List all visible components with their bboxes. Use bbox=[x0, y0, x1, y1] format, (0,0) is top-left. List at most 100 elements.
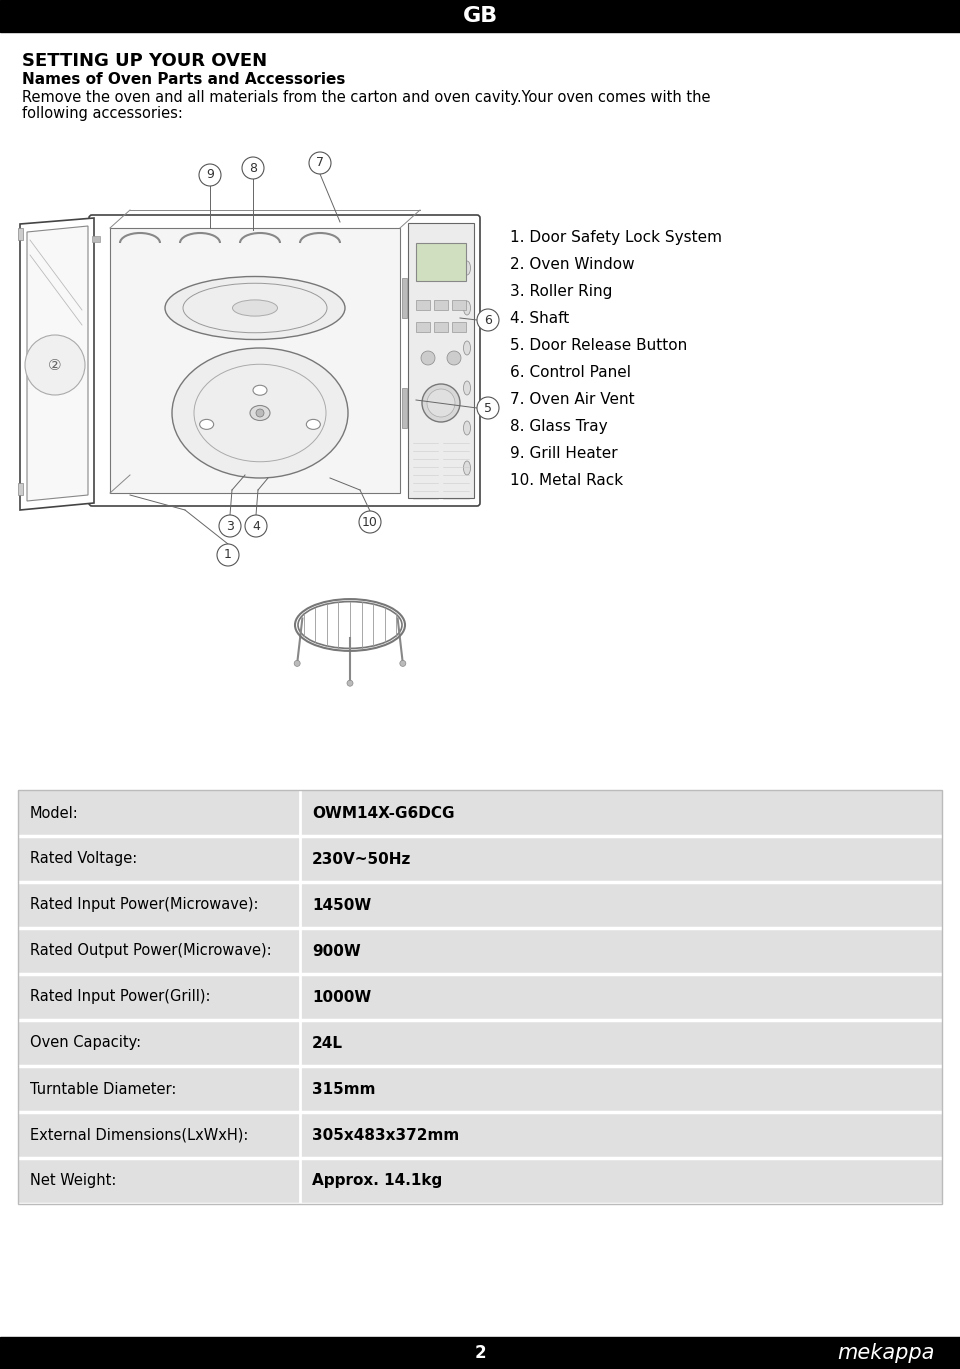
Circle shape bbox=[477, 309, 499, 331]
Circle shape bbox=[245, 515, 267, 537]
Bar bbox=[18, 790, 942, 836]
Bar bbox=[0, 0, 960, 31]
Polygon shape bbox=[20, 218, 94, 511]
Text: SETTING UP YOUR OVEN: SETTING UP YOUR OVEN bbox=[22, 52, 267, 70]
Text: 9: 9 bbox=[206, 168, 214, 182]
Circle shape bbox=[294, 660, 300, 667]
Polygon shape bbox=[27, 226, 88, 501]
Text: 5. Door Release Button: 5. Door Release Button bbox=[510, 338, 687, 353]
Text: Net Weight:: Net Weight: bbox=[30, 1173, 116, 1188]
Ellipse shape bbox=[250, 405, 270, 420]
Text: 315mm: 315mm bbox=[312, 1082, 375, 1097]
Text: 10. Metal Rack: 10. Metal Rack bbox=[510, 474, 623, 487]
Circle shape bbox=[359, 511, 381, 533]
Text: Rated Output Power(Microwave):: Rated Output Power(Microwave): bbox=[30, 943, 272, 958]
Ellipse shape bbox=[165, 277, 345, 340]
Bar bbox=[408, 223, 474, 498]
Circle shape bbox=[309, 152, 331, 174]
Circle shape bbox=[399, 660, 406, 667]
Ellipse shape bbox=[306, 419, 321, 430]
Circle shape bbox=[477, 397, 499, 419]
Bar bbox=[18, 790, 942, 1203]
Text: 6: 6 bbox=[484, 314, 492, 326]
Text: 10: 10 bbox=[362, 516, 378, 528]
Bar bbox=[18, 1020, 942, 1066]
Bar bbox=[416, 300, 430, 309]
Bar bbox=[402, 278, 407, 318]
Text: 305x483x372mm: 305x483x372mm bbox=[312, 1128, 459, 1143]
Bar bbox=[18, 1112, 942, 1158]
Text: 4: 4 bbox=[252, 519, 260, 533]
Ellipse shape bbox=[464, 261, 470, 275]
Text: 2. Oven Window: 2. Oven Window bbox=[510, 257, 635, 272]
Ellipse shape bbox=[464, 461, 470, 475]
Text: 24L: 24L bbox=[312, 1035, 343, 1050]
Text: 1000W: 1000W bbox=[312, 990, 372, 1005]
Text: Rated Input Power(Microwave):: Rated Input Power(Microwave): bbox=[30, 898, 258, 913]
Circle shape bbox=[447, 350, 461, 366]
Text: Rated Input Power(Grill):: Rated Input Power(Grill): bbox=[30, 990, 210, 1005]
Bar bbox=[18, 229, 23, 240]
Circle shape bbox=[242, 157, 264, 179]
Bar bbox=[452, 322, 466, 333]
Text: 3. Roller Ring: 3. Roller Ring bbox=[510, 283, 612, 298]
Circle shape bbox=[347, 680, 353, 686]
Text: External Dimensions(LxWxH):: External Dimensions(LxWxH): bbox=[30, 1128, 249, 1143]
Text: 7. Oven Air Vent: 7. Oven Air Vent bbox=[510, 392, 635, 407]
Ellipse shape bbox=[464, 341, 470, 355]
Text: 3: 3 bbox=[226, 519, 234, 533]
Bar bbox=[18, 882, 942, 928]
Bar bbox=[18, 836, 942, 882]
Text: 2: 2 bbox=[474, 1344, 486, 1362]
Circle shape bbox=[421, 350, 435, 366]
Text: 900W: 900W bbox=[312, 943, 361, 958]
Bar bbox=[92, 235, 100, 242]
Bar bbox=[0, 1338, 960, 1369]
Text: 8: 8 bbox=[249, 162, 257, 174]
Text: ②: ② bbox=[48, 357, 61, 372]
Circle shape bbox=[199, 164, 221, 186]
Text: 9. Grill Heater: 9. Grill Heater bbox=[510, 446, 617, 461]
Text: 1450W: 1450W bbox=[312, 898, 372, 913]
Bar bbox=[18, 1066, 942, 1112]
Circle shape bbox=[256, 409, 264, 418]
Circle shape bbox=[217, 543, 239, 565]
Bar bbox=[452, 300, 466, 309]
Bar bbox=[18, 1158, 942, 1203]
Text: 1: 1 bbox=[224, 549, 232, 561]
FancyBboxPatch shape bbox=[89, 215, 480, 507]
Ellipse shape bbox=[298, 601, 402, 649]
Bar bbox=[434, 322, 448, 333]
Text: 7: 7 bbox=[316, 156, 324, 170]
Ellipse shape bbox=[464, 301, 470, 315]
Text: Model:: Model: bbox=[30, 805, 79, 820]
Text: Remove the oven and all materials from the carton and oven cavity.Your oven come: Remove the oven and all materials from t… bbox=[22, 90, 710, 105]
Ellipse shape bbox=[464, 381, 470, 396]
Text: Approx. 14.1kg: Approx. 14.1kg bbox=[312, 1173, 442, 1188]
Bar bbox=[18, 973, 942, 1020]
Bar bbox=[402, 387, 407, 428]
Ellipse shape bbox=[172, 348, 348, 478]
Text: following accessories:: following accessories: bbox=[22, 105, 182, 120]
Bar bbox=[416, 322, 430, 333]
Text: 6. Control Panel: 6. Control Panel bbox=[510, 366, 631, 381]
Text: 1. Door Safety Lock System: 1. Door Safety Lock System bbox=[510, 230, 722, 245]
Bar bbox=[110, 229, 400, 493]
Bar bbox=[434, 300, 448, 309]
Text: 230V~50Hz: 230V~50Hz bbox=[312, 852, 411, 867]
Ellipse shape bbox=[422, 383, 460, 422]
Ellipse shape bbox=[232, 300, 277, 316]
Bar bbox=[416, 244, 466, 281]
Bar bbox=[18, 928, 942, 973]
Text: Names of Oven Parts and Accessories: Names of Oven Parts and Accessories bbox=[22, 73, 346, 88]
Text: OWM14X-G6DCG: OWM14X-G6DCG bbox=[312, 805, 454, 820]
Circle shape bbox=[25, 335, 85, 396]
Text: 5: 5 bbox=[484, 401, 492, 415]
Bar bbox=[18, 483, 23, 496]
Ellipse shape bbox=[464, 422, 470, 435]
Text: mekappa: mekappa bbox=[838, 1343, 935, 1364]
Ellipse shape bbox=[253, 385, 267, 396]
Text: 8. Glass Tray: 8. Glass Tray bbox=[510, 419, 608, 434]
Text: 4. Shaft: 4. Shaft bbox=[510, 311, 569, 326]
Ellipse shape bbox=[200, 419, 214, 430]
